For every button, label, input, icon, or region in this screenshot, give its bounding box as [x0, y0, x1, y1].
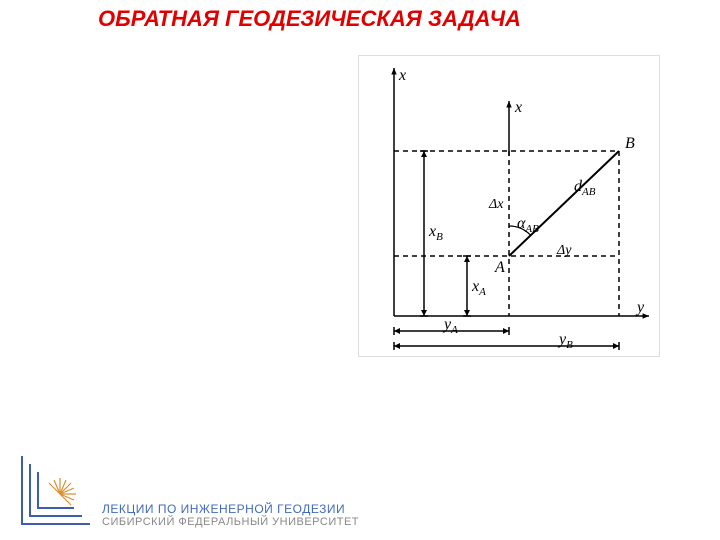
svg-text:В: В [625, 135, 635, 152]
svg-text:yА: yА [442, 316, 458, 336]
footer-line1: ЛЕКЦИИ ПО ИНЖЕНЕРНОЙ ГЕОДЕЗИИ [102, 502, 359, 516]
svg-text:yВ: yВ [557, 331, 573, 351]
svg-text:αАВ: αАВ [517, 215, 539, 235]
diagram-svg: xyxАВΔxΔydАВαАВxВxАyАyВ [359, 56, 659, 356]
footer-line2: СИБИРСКИЙ ФЕДЕРАЛЬНЫЙ УНИВЕРСИТЕТ [102, 516, 359, 528]
footer-logo [18, 452, 94, 528]
svg-text:x: x [398, 67, 406, 84]
diagram-container: xyxАВΔxΔydАВαАВxВxАyАyВ [358, 55, 660, 357]
svg-text:Δx: Δx [488, 197, 504, 212]
svg-text:y: y [635, 299, 645, 316]
page-title: ОБРАТНАЯ ГЕОДЕЗИЧЕСКАЯ ЗАДАЧА [98, 6, 521, 32]
svg-text:А: А [494, 259, 505, 276]
svg-text:dАВ: dАВ [574, 178, 596, 198]
footer-text: ЛЕКЦИИ ПО ИНЖЕНЕРНОЙ ГЕОДЕЗИИ СИБИРСКИЙ … [102, 502, 359, 528]
svg-text:Δy: Δy [556, 243, 572, 258]
footer: ЛЕКЦИИ ПО ИНЖЕНЕРНОЙ ГЕОДЕЗИИ СИБИРСКИЙ … [18, 452, 359, 528]
logo-svg [18, 452, 94, 528]
svg-text:x: x [514, 99, 522, 116]
svg-text:xА: xА [471, 278, 486, 298]
svg-text:xВ: xВ [428, 223, 443, 243]
